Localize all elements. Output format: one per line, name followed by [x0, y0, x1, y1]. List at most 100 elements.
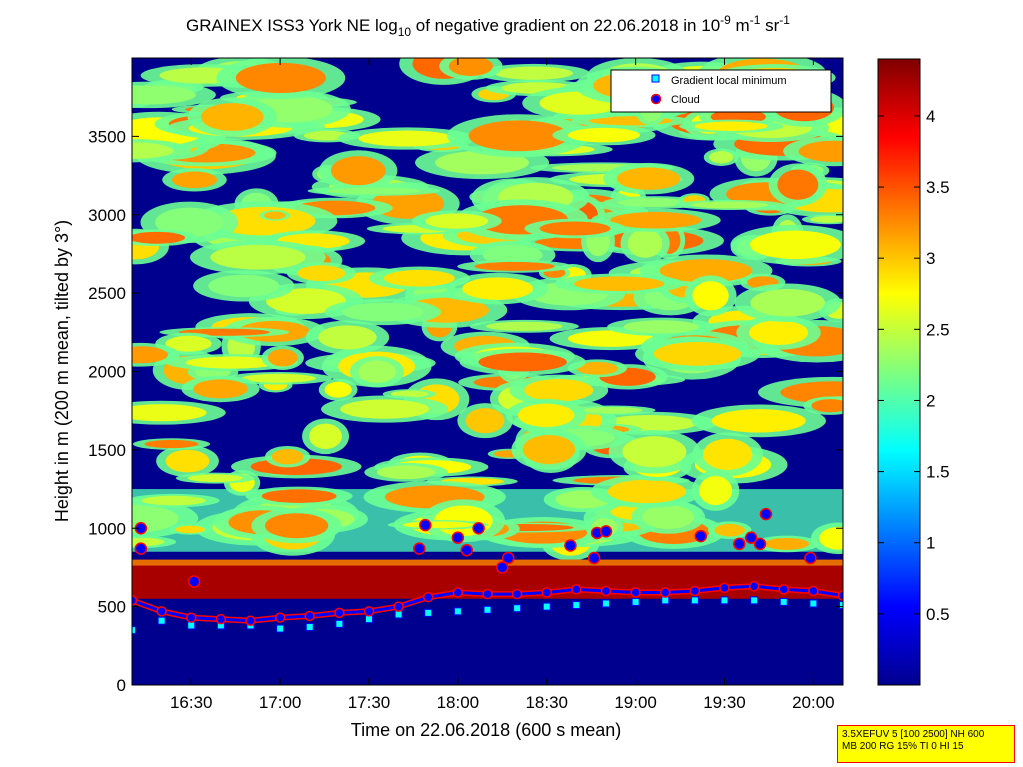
gradient-minimum-point — [513, 604, 522, 613]
cloud-point — [304, 610, 315, 622]
gradient-minimum-point — [365, 615, 373, 624]
stamp-line-2: MB 200 RG 15% TI 0 HI 15 — [842, 741, 964, 752]
cloud-high-point — [187, 575, 201, 588]
heatmap-blob-inner — [576, 361, 619, 375]
legend-marker-gradient-minimum — [651, 74, 660, 83]
gradient-minimum-point — [394, 610, 403, 619]
heatmap-blob-inner — [264, 211, 286, 220]
heatmap-blob-inner — [474, 261, 555, 271]
heatmap-blob-inner — [318, 325, 377, 350]
y-axis: 0 500 1000 1500 2000 2500 3000 3500 — [88, 127, 843, 695]
heatmap-blob-inner — [171, 171, 218, 189]
heatmap-blob-inner — [155, 207, 224, 238]
cloud-point — [541, 587, 552, 598]
cloud-point — [132, 595, 138, 606]
y-axis-label: Height in m (200 m mean, tilted by 3°) — [52, 220, 72, 522]
heatmap-blob-inner — [271, 449, 304, 465]
heatmap-blob-inner — [187, 474, 243, 483]
gradient-minimum-point — [839, 601, 843, 610]
colorbar-tick-label: 2 — [926, 391, 935, 410]
heatmap-blob-inner — [485, 321, 563, 331]
x-axis-label: Time on 22.06.2018 (600 s mean) — [351, 720, 622, 740]
x-tick-label: 20:00 — [792, 693, 835, 712]
x-tick-label: 17:00 — [259, 693, 302, 712]
heatmap-blob-inner — [694, 121, 768, 131]
x-tick-label: 18:00 — [437, 693, 480, 712]
heatmap-blob-inner — [165, 335, 212, 352]
cloud-point — [511, 588, 523, 600]
parameter-stamp: 3.5XEFUV 5 [100 2500] NH 600 MB 200 RG 1… — [837, 725, 1015, 763]
colorbar-tick-label: 0.5 — [926, 605, 950, 624]
heatmap-blob-inner — [141, 495, 206, 506]
colorbar-tick-label: 3 — [926, 249, 935, 268]
gradient-minimum-point — [483, 605, 492, 614]
cloud-point — [334, 607, 345, 619]
heatmap-blob-inner — [132, 404, 207, 422]
heatmap-blob-inner — [711, 409, 806, 433]
heatmap-blob-inner — [653, 342, 742, 366]
heatmap-blob-inner — [213, 206, 316, 236]
cloud-point — [837, 590, 843, 601]
cloud-high-point — [744, 531, 758, 544]
legend-box — [610, 69, 832, 113]
heatmap-blob-inner — [522, 434, 576, 464]
heatmap-surface-layer — [132, 600, 843, 685]
cloud-point — [156, 606, 167, 617]
heatmap-blob-inner — [517, 403, 575, 427]
heatmap-blob-inner — [265, 288, 347, 314]
gradient-minimum-point — [453, 607, 462, 616]
x-tick-label: 19:00 — [614, 693, 657, 712]
heatmap-blob-inner — [324, 381, 352, 398]
colorbar-tick-label: 1 — [926, 534, 935, 553]
heatmap-blob-inner — [201, 103, 264, 131]
x-axis: 16:30 17:00 17:30 18:00 18:30 19:00 19:30 20:00 — [170, 58, 835, 712]
cloud-high-point — [460, 543, 474, 557]
heatmap-blob-inner — [132, 85, 196, 105]
cloud-high-point — [413, 542, 426, 555]
heatmap-blob-inner — [448, 58, 494, 76]
heatmap-blob-inner — [241, 373, 316, 383]
cloud-point — [630, 587, 641, 598]
heatmap-blob-inner — [573, 276, 665, 292]
gradient-minimum-point — [132, 626, 136, 635]
heatmap-blob-inner — [749, 320, 809, 345]
heatmap-blob-inner — [297, 265, 346, 282]
cloud-point — [482, 588, 493, 600]
colorbar-tick-label: 4 — [926, 107, 935, 126]
heatmap-blob-inner — [810, 215, 843, 223]
cloud-high-point — [733, 537, 746, 551]
heatmap-blob-inner — [185, 356, 279, 369]
x-tick-label: 19:30 — [703, 693, 746, 712]
chart-title: GRAINEX ISS3 York NE log10 of negative g… — [186, 13, 790, 39]
heatmap-blob-inner — [358, 130, 456, 147]
cloud-high-point — [694, 529, 708, 543]
cloud-high-point — [134, 542, 148, 555]
legend-label-gradient-minimum: Gradient local minimum — [671, 75, 787, 87]
y-tick-label: 1000 — [88, 519, 126, 538]
cloud-point — [363, 606, 375, 617]
heatmap-boundary-layer-top — [132, 559, 843, 566]
stamp-line-1: 3.5XEFUV 5 [100 2500] NH 600 — [842, 729, 985, 740]
cloud-point — [689, 585, 701, 597]
legend-label-cloud: Cloud — [671, 94, 700, 106]
gradient-minimum-point — [661, 596, 670, 605]
gradient-minimum-point — [750, 596, 759, 605]
cloud-high-point — [419, 518, 432, 532]
heatmap-blob-inner — [567, 127, 641, 143]
heatmap-blob-inner — [165, 449, 210, 473]
heatmap-blob-inner — [691, 201, 769, 209]
gradient-minimum-point — [720, 596, 729, 605]
y-tick-label: 2500 — [88, 284, 126, 303]
cloud-point — [660, 587, 671, 598]
cloud-high-point — [587, 551, 601, 565]
cloud-point — [423, 591, 434, 603]
heatmap-blob-inner — [699, 475, 733, 506]
cloud-high-point — [564, 539, 577, 552]
gradient-minimum-point — [157, 616, 166, 625]
heatmap-blob-inner — [777, 169, 819, 200]
heatmap-blob-inner — [358, 360, 396, 384]
heatmap-blob-inner — [616, 167, 681, 190]
heatmap-blob-inner — [402, 521, 474, 529]
heatmap-blob-inner — [798, 140, 843, 162]
cloud-high-point — [496, 561, 509, 574]
